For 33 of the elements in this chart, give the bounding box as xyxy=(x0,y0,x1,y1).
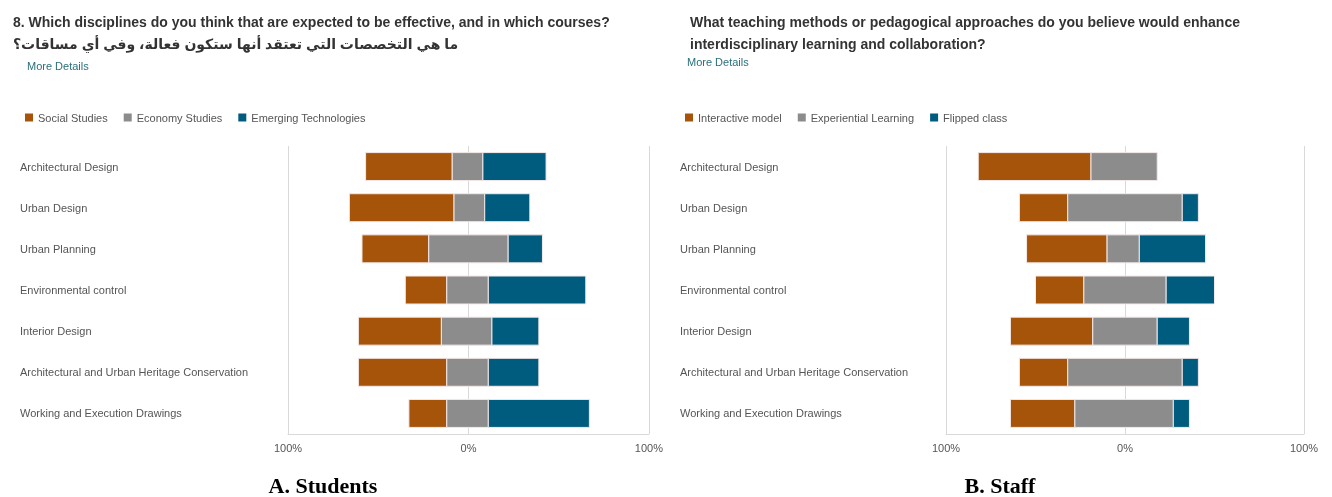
x-tick-label: 100% xyxy=(1289,441,1319,454)
y-tick-label: Working and Execution Drawings xyxy=(680,407,843,420)
y-tick-label: Urban Design xyxy=(20,201,88,214)
y-tick-label: Interior Design xyxy=(20,325,92,338)
legend-label: Flipped class xyxy=(943,111,1008,124)
x-tick-label: 0% xyxy=(460,441,477,454)
y-tick-label: Urban Design xyxy=(680,201,748,214)
chart-title: 8. Which disciplines do you think that are expected to be effective, and in which courses? xyxy=(13,14,610,30)
x-tick-label: 0% xyxy=(1117,441,1134,454)
y-tick-label: Architectural and Urban Heritage Conservation xyxy=(20,366,249,379)
legend-label: Social Studies xyxy=(38,111,109,124)
legend-label: Economy Studies xyxy=(136,111,223,124)
y-tick-label: Interior Design xyxy=(680,325,752,338)
y-tick-label: Architectural Design xyxy=(680,160,779,173)
y-tick-label: Environmental control xyxy=(680,284,787,296)
legend-label: Interactive model xyxy=(698,111,782,124)
y-tick-label: Environmental control xyxy=(20,284,127,296)
y-tick-label: Architectural and Urban Heritage Conservation xyxy=(680,366,909,379)
y-tick-label: Architectural Design xyxy=(20,160,119,173)
y-tick-label: Working and Execution Drawings xyxy=(20,407,183,420)
text: B. Staff xyxy=(964,472,1037,497)
y-tick-label: Urban Planning xyxy=(20,242,96,255)
x-tick-label: 100% xyxy=(634,441,664,454)
legend-label: Emerging Technologies xyxy=(251,111,366,124)
chart-title: What teaching methods or pedagogical approaches do you believe would enhance interdisciplinary learning and collaboration? xyxy=(690,14,1244,52)
legend-label: Experiential Learning xyxy=(810,111,915,124)
x-tick-label: 100% xyxy=(931,441,961,454)
text: More Details xyxy=(27,59,90,72)
y-tick-label: Urban Planning xyxy=(680,242,756,255)
x-tick-label: 100% xyxy=(273,441,303,454)
text: More Details xyxy=(687,55,750,68)
chart-subtitle: ما هي التخصصات التي تعتقد أنها ستكون فعالة، وفي أي مساقات؟ xyxy=(13,35,459,54)
text: A. Students xyxy=(268,472,378,497)
